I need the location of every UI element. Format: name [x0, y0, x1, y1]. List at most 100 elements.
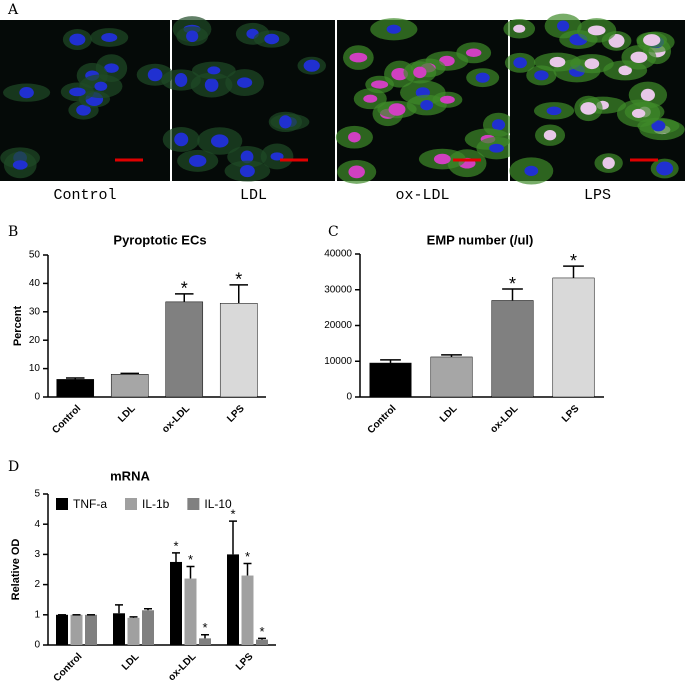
error-bar [441, 354, 462, 357]
error-bar [502, 288, 523, 301]
x-tick-label: LDL [438, 403, 460, 425]
nucleus [186, 30, 199, 43]
x-tick-label: Control [366, 403, 399, 436]
nucleus [386, 24, 401, 34]
bar [70, 614, 83, 645]
bar [199, 638, 211, 645]
legend-label: TNF-a [73, 497, 107, 511]
nucleus [188, 154, 207, 167]
error-bar [144, 608, 152, 611]
x-tick-label: ox-LDL [488, 403, 520, 435]
bar [369, 362, 412, 398]
bar [241, 575, 254, 645]
nucleus [643, 34, 661, 47]
bar [142, 610, 154, 645]
error-bar [186, 565, 195, 579]
image-caption: LDL [240, 187, 267, 204]
significance-mark: * [188, 552, 193, 567]
nucleus [264, 33, 280, 45]
y-axis-label: Percent [12, 305, 24, 346]
nucleus [549, 56, 566, 68]
nucleus [348, 132, 361, 143]
nucleus [656, 161, 674, 176]
y-tick-label: 10 [29, 363, 41, 374]
micrographs [0, 13, 685, 185]
bar [110, 374, 149, 398]
nucleus [19, 86, 34, 99]
y-tick-label: 1 [34, 609, 40, 620]
nucleus [513, 24, 526, 33]
x-tick-label: Control [50, 403, 83, 436]
nucleus [101, 33, 118, 42]
nucleus [420, 99, 434, 111]
x-tick-label: ox-LDL [166, 651, 198, 683]
x-tick-label: LDL [120, 651, 142, 673]
significance-mark: * [202, 620, 207, 635]
y-tick-label: 40000 [324, 249, 352, 260]
legend-swatch [125, 498, 137, 510]
nucleus [491, 119, 506, 131]
nucleus [524, 165, 539, 177]
x-tick-label: Control [52, 651, 85, 684]
bar [219, 303, 258, 398]
significance-mark: * [570, 251, 577, 271]
y-tick-label: 20000 [324, 320, 352, 331]
panel-letter: C [328, 224, 339, 240]
nucleus [413, 66, 427, 79]
nucleus [371, 80, 389, 89]
legend-swatch [56, 498, 68, 510]
bar [256, 639, 268, 645]
x-tick-label: LPS [234, 651, 256, 673]
chart-title: EMP number (/ul) [427, 232, 534, 247]
nucleus [587, 25, 606, 36]
bar [113, 613, 125, 645]
nucleus [630, 51, 648, 64]
significance-mark: * [230, 507, 235, 522]
nucleus [210, 134, 229, 148]
bar [56, 614, 68, 645]
x-tick-label: LPS [225, 403, 247, 425]
nucleus [240, 150, 254, 164]
error-bar [563, 265, 584, 278]
error-bar [201, 633, 209, 639]
nucleus [546, 106, 562, 116]
y-tick-label: 10000 [324, 356, 352, 367]
nucleus [204, 78, 219, 92]
nucleus [651, 120, 666, 132]
y-tick-label: 30000 [324, 284, 352, 295]
nucleus [76, 104, 91, 116]
y-tick-label: 40 [29, 278, 41, 289]
nucleus [543, 130, 557, 141]
panel-letter: A [7, 2, 19, 18]
bar [170, 561, 182, 645]
significance-mark: * [259, 624, 264, 639]
image-caption: Control [53, 187, 116, 204]
nucleus [640, 88, 655, 102]
y-tick-label: 50 [29, 250, 41, 261]
error-bar [120, 372, 140, 375]
error-bar [129, 616, 138, 618]
nucleus [270, 152, 284, 161]
nucleus [174, 132, 189, 147]
chart-title: mRNA [110, 468, 150, 483]
nucleus [440, 95, 455, 104]
error-bar [258, 637, 266, 640]
nucleus [348, 165, 365, 179]
error-bar [380, 359, 401, 364]
error-bar [174, 293, 194, 302]
y-tick-label: 3 [34, 549, 40, 560]
significance-mark: * [245, 549, 250, 564]
nucleus [279, 115, 292, 129]
y-tick-label: 0 [34, 640, 40, 651]
y-tick-label: 0 [34, 392, 40, 403]
panel-letter: D [8, 459, 19, 475]
error-bar [243, 562, 252, 576]
bar [491, 300, 534, 398]
nucleus [207, 66, 221, 75]
nucleus [631, 108, 646, 118]
significance-mark: * [509, 274, 516, 294]
y-tick-label: 4 [34, 519, 40, 530]
x-tick-label: ox-LDL [160, 403, 192, 435]
legend-label: IL-10 [204, 497, 232, 511]
y-tick-label: 5 [34, 489, 40, 500]
